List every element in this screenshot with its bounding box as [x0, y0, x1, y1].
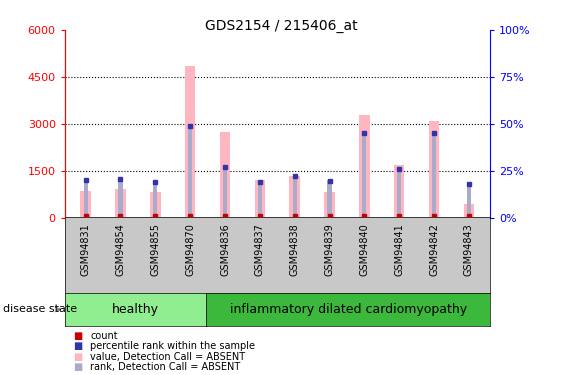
Bar [118, 178, 123, 218]
Text: GSM94843: GSM94843 [464, 224, 474, 276]
Text: GSM94841: GSM94841 [394, 224, 404, 276]
Text: ■: ■ [73, 331, 82, 340]
Bar [324, 192, 335, 217]
Text: ■: ■ [73, 352, 82, 362]
Text: GSM94870: GSM94870 [185, 224, 195, 276]
Text: GSM94855: GSM94855 [150, 224, 160, 276]
Text: ■: ■ [73, 341, 82, 351]
Bar [293, 175, 297, 217]
Bar [467, 183, 471, 218]
Text: inflammatory dilated cardiomyopathy: inflammatory dilated cardiomyopathy [230, 303, 467, 316]
Bar [464, 204, 474, 218]
Text: GSM94838: GSM94838 [290, 224, 300, 276]
Text: GDS2154 / 215406_at: GDS2154 / 215406_at [205, 19, 358, 33]
Bar [328, 180, 332, 218]
Text: healthy: healthy [112, 303, 159, 316]
Bar [359, 115, 369, 218]
Text: value, Detection Call = ABSENT: value, Detection Call = ABSENT [90, 352, 245, 362]
Bar [81, 191, 91, 217]
Bar [254, 180, 265, 218]
Bar [185, 66, 195, 218]
Text: percentile rank within the sample: percentile rank within the sample [90, 341, 255, 351]
Bar [115, 189, 126, 217]
Text: GSM94836: GSM94836 [220, 224, 230, 276]
Bar [258, 181, 262, 218]
Text: count: count [90, 331, 118, 340]
Bar [289, 176, 300, 218]
Text: disease state: disease state [3, 304, 77, 314]
Bar [394, 165, 404, 218]
Text: rank, Detection Call = ABSENT: rank, Detection Call = ABSENT [90, 362, 240, 372]
Bar [363, 132, 367, 218]
Bar [429, 121, 439, 218]
Bar [223, 166, 227, 218]
Bar [220, 132, 230, 218]
Text: ■: ■ [73, 362, 82, 372]
Bar [188, 125, 193, 218]
Bar [83, 179, 88, 218]
Bar [153, 181, 158, 218]
Text: GSM94854: GSM94854 [115, 224, 126, 276]
Text: GSM94839: GSM94839 [324, 224, 334, 276]
Bar [150, 192, 160, 217]
Text: GSM94831: GSM94831 [81, 224, 91, 276]
Text: GSM94842: GSM94842 [429, 224, 439, 276]
Bar [432, 131, 436, 218]
Text: GSM94837: GSM94837 [255, 224, 265, 276]
Bar [397, 168, 401, 217]
Text: GSM94840: GSM94840 [359, 224, 369, 276]
